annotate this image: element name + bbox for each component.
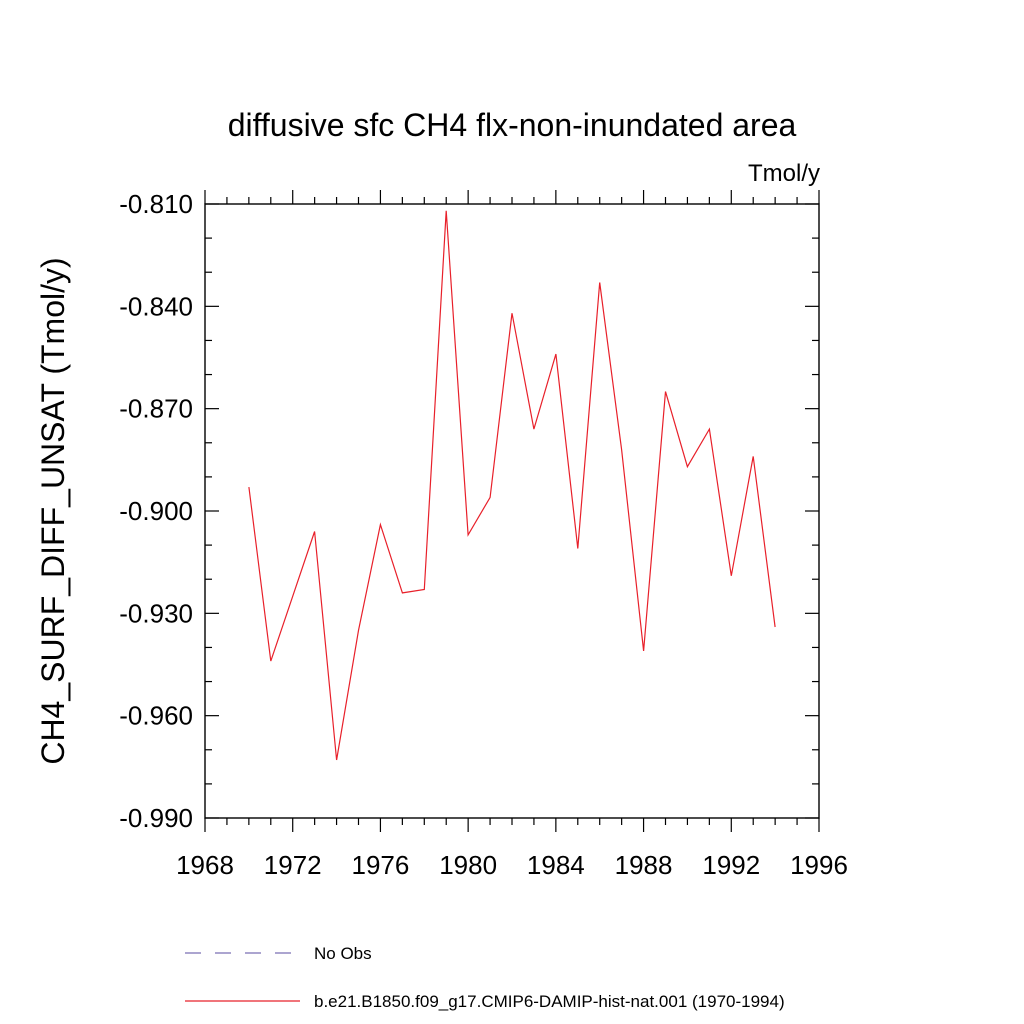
y-tick-label: -0.900 bbox=[119, 496, 193, 526]
x-tick-label: 1992 bbox=[702, 850, 760, 880]
plot-frame bbox=[204, 203, 820, 819]
x-tick-label: 1984 bbox=[527, 850, 585, 880]
chart-title: diffusive sfc CH4 flx-non-inundated area bbox=[228, 107, 797, 143]
x-tick-label: 1976 bbox=[352, 850, 410, 880]
legend-label: No Obs bbox=[314, 944, 372, 963]
x-tick-label: 1988 bbox=[615, 850, 673, 880]
y-tick-labels: -0.810 -0.840 -0.870 -0.900 -0.930 -0.960 -0.9… bbox=[119, 189, 193, 833]
series-line bbox=[248, 210, 776, 761]
units-label: Tmol/y bbox=[748, 160, 820, 187]
legend-label: b.e21.B1850.f09_g17.CMIP6-DAMIP-hist-nat… bbox=[314, 992, 785, 1011]
y-tick-label: -0.990 bbox=[119, 803, 193, 833]
plot-series bbox=[248, 210, 776, 761]
x-tick-label: 1980 bbox=[439, 850, 497, 880]
x-tick-labels: 1968 1972 1976 1980 1984 1988 1992 1996 bbox=[176, 850, 848, 880]
x-tick-label: 1972 bbox=[264, 850, 322, 880]
x-tick-label: 1996 bbox=[790, 850, 848, 880]
y-tick-label: -0.930 bbox=[119, 598, 193, 628]
tick-marks bbox=[204, 190, 820, 832]
y-tick-label: -0.960 bbox=[119, 701, 193, 731]
y-tick-label: -0.810 bbox=[119, 189, 193, 219]
y-tick-label: -0.840 bbox=[119, 291, 193, 321]
legend: No Obs b.e21.B1850.f09_g17.CMIP6-DAMIP-hi… bbox=[185, 944, 785, 1011]
y-tick-label: -0.870 bbox=[119, 394, 193, 424]
x-tick-label: 1968 bbox=[176, 850, 234, 880]
y-axis-label: CH4_SURF_DIFF_UNSAT (Tmol/y) bbox=[35, 257, 71, 764]
